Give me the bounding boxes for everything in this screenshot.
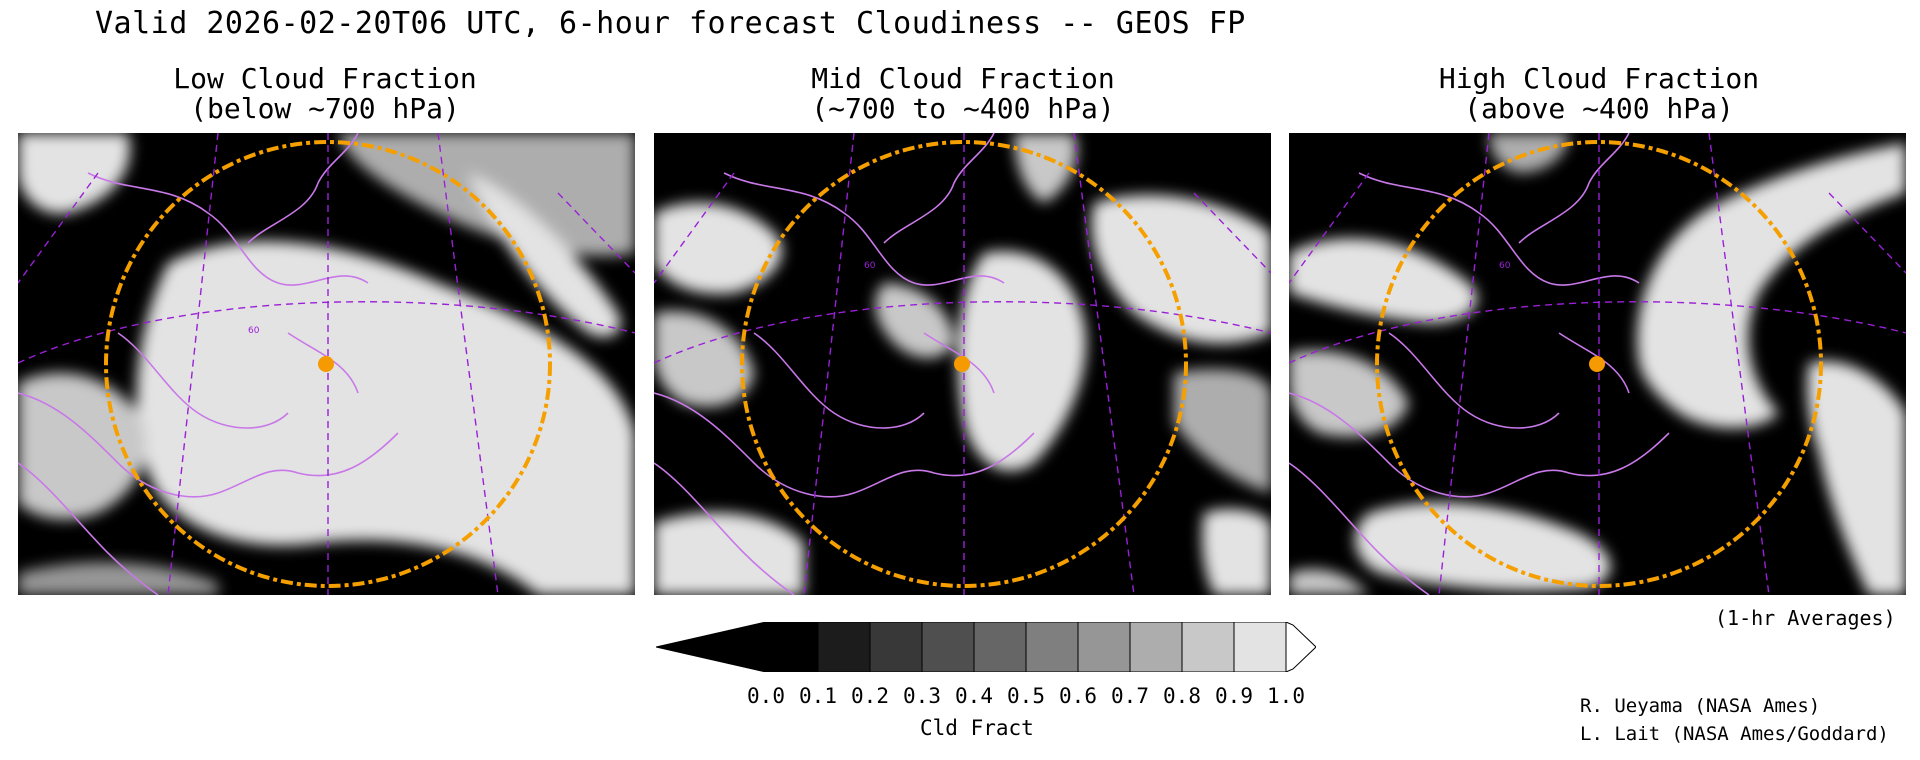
lat-label-low: 60 — [248, 326, 260, 336]
colorbar-label: Cld Fract — [920, 716, 1034, 740]
colorbar-tick-label: 0.5 — [1007, 684, 1045, 708]
colorbar-box — [869, 622, 923, 672]
panel-title-mid-line2: (~700 to ~400 hPa) — [811, 92, 1115, 125]
colorbar-tick-label: 0.2 — [851, 684, 889, 708]
map-panel-mid: 60 — [654, 133, 1271, 595]
credit-lait: L. Lait (NASA Ames/Goddard) — [1580, 723, 1889, 745]
colorbar-tick-label: 0.7 — [1111, 684, 1149, 708]
panel-title-low-line2: (below ~700 hPa) — [190, 92, 460, 125]
averages-note: (1-hr Averages) — [1715, 606, 1896, 630]
colorbar-tick-label: 1.0 — [1267, 684, 1305, 708]
cloud-field-low — [18, 133, 635, 595]
colorbar-box — [817, 622, 871, 672]
lat-label-high: 60 — [1499, 261, 1511, 271]
colorbar-boxes — [765, 622, 1287, 672]
map-mid-svg: 60 — [654, 133, 1271, 595]
colorbar-tick-label: 0.9 — [1215, 684, 1253, 708]
colorbar-box — [1129, 622, 1183, 672]
range-ring-mid — [740, 140, 1188, 588]
panel-title-low: Low Cloud Fraction (below ~700 hPa) — [15, 64, 635, 124]
colorbar-high-arrow — [1285, 622, 1316, 672]
colorbar-box — [1077, 622, 1131, 672]
colorbar-box — [973, 622, 1027, 672]
map-high-svg: 60 — [1289, 133, 1906, 595]
site-marker-high — [1589, 356, 1605, 372]
colorbar — [656, 622, 1316, 672]
colorbar-tick-label: 0.3 — [903, 684, 941, 708]
coastlines-low — [18, 133, 399, 595]
range-ring-high — [1375, 140, 1823, 588]
colorbar-tick-label: 0.0 — [747, 684, 785, 708]
range-ring-low — [104, 140, 552, 588]
panel-title-mid: Mid Cloud Fraction (~700 to ~400 hPa) — [653, 64, 1273, 124]
panel-title-low-line1: Low Cloud Fraction — [173, 62, 477, 95]
colorbar-tick-label: 0.1 — [799, 684, 837, 708]
main-title: Valid 2026-02-20T06 UTC, 6-hour forecast… — [95, 6, 1246, 41]
map-low-svg: 60 — [18, 133, 635, 595]
colorbar-tick-label: 0.8 — [1163, 684, 1201, 708]
site-marker-low — [318, 356, 334, 372]
site-marker-mid — [954, 356, 970, 372]
colorbar-box — [1233, 622, 1287, 672]
colorbar-box — [921, 622, 975, 672]
colorbar-tick-label: 0.4 — [955, 684, 993, 708]
colorbar-box — [1025, 622, 1079, 672]
colorbar-box — [765, 622, 819, 672]
panel-title-high-line2: (above ~400 hPa) — [1464, 92, 1734, 125]
colorbar-box — [1181, 622, 1235, 672]
coastlines-mid — [654, 133, 1035, 595]
panel-title-high: High Cloud Fraction (above ~400 hPa) — [1289, 64, 1909, 124]
credit-ueyama: R. Ueyama (NASA Ames) — [1580, 695, 1821, 717]
lat-label-mid: 60 — [864, 261, 876, 271]
map-panel-high: 60 — [1289, 133, 1906, 595]
cloud-field-mid — [654, 133, 1271, 595]
panel-title-high-line1: High Cloud Fraction — [1438, 62, 1760, 95]
map-panel-low: 60 — [18, 133, 635, 595]
colorbar-low-arrow — [656, 622, 767, 672]
panel-title-mid-line1: Mid Cloud Fraction — [811, 62, 1115, 95]
colorbar-tick-label: 0.6 — [1059, 684, 1097, 708]
